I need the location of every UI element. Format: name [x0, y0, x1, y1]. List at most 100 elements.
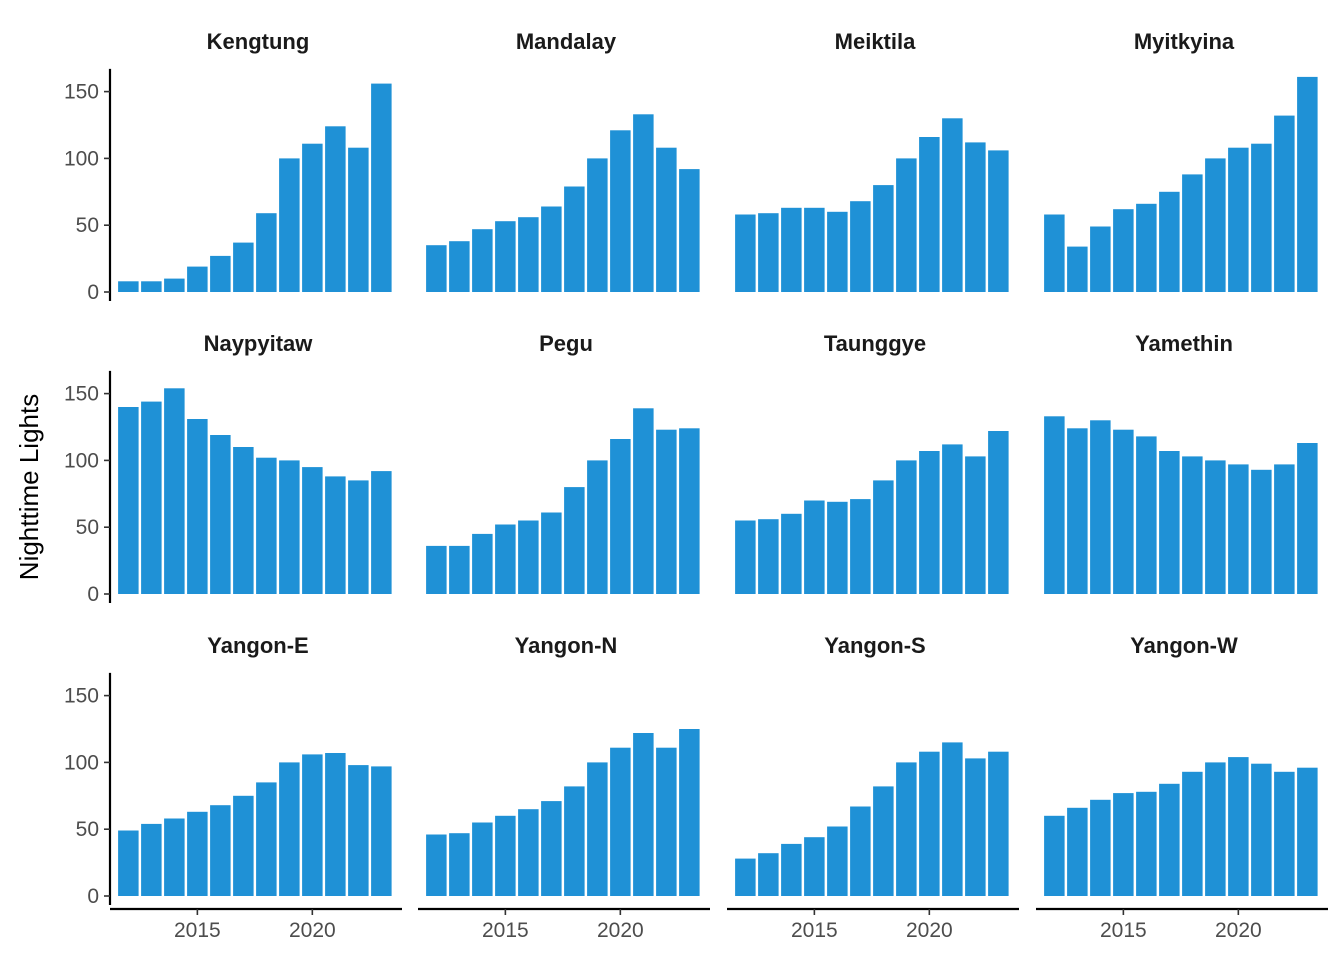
bar-taunggye-2017 [850, 499, 871, 594]
bar-yangon-n-2018 [564, 786, 585, 896]
bar-yangon-s-2023 [988, 751, 1009, 896]
bar-yangon-n-2014 [472, 822, 493, 896]
y-tick-label-50: 50 [76, 516, 99, 539]
bar-kengtung-2021 [325, 126, 346, 292]
bar-yangon-e-2013 [141, 823, 162, 896]
bar-yangon-w-2016 [1136, 791, 1157, 896]
bar-yangon-w-2014 [1090, 799, 1111, 896]
bar-naypyitaw-2012 [118, 407, 139, 594]
bar-mandalay-2019 [587, 158, 608, 292]
x-tick-label-2020: 2020 [1215, 919, 1262, 942]
y-tick-label-100: 100 [64, 449, 99, 472]
bar-meiktila-2014 [781, 207, 802, 292]
x-tick-label-2020: 2020 [597, 919, 644, 942]
bar-kengtung-2012 [118, 281, 139, 292]
bar-yamethin-2021 [1251, 469, 1272, 594]
bar-pegu-2012 [426, 545, 447, 594]
bar-yamethin-2017 [1159, 451, 1180, 594]
bar-mandalay-2012 [426, 245, 447, 292]
panel-title-mandalay: Mandalay [516, 29, 617, 54]
bar-taunggye-2023 [988, 431, 1009, 594]
bar-myitkyina-2021 [1251, 143, 1272, 292]
bar-yangon-n-2015 [495, 815, 516, 896]
bar-yangon-e-2021 [325, 753, 346, 896]
bar-naypyitaw-2020 [302, 467, 323, 594]
bar-meiktila-2018 [873, 185, 894, 292]
x-tick-label-2020: 2020 [289, 919, 336, 942]
bar-kengtung-2018 [256, 213, 277, 292]
x-tick-label-2020: 2020 [906, 919, 953, 942]
bar-mandalay-2021 [633, 114, 654, 292]
bar-yamethin-2012 [1044, 416, 1065, 594]
bar-naypyitaw-2014 [164, 388, 185, 594]
bar-mandalay-2014 [472, 229, 493, 292]
bar-yangon-s-2017 [850, 806, 871, 896]
bar-naypyitaw-2016 [210, 435, 231, 594]
bar-yangon-s-2016 [827, 826, 848, 896]
bar-kengtung-2022 [348, 147, 369, 292]
bar-taunggye-2012 [735, 520, 756, 594]
bar-naypyitaw-2019 [279, 460, 300, 594]
bar-yangon-w-2020 [1228, 757, 1249, 896]
bar-pegu-2020 [610, 439, 631, 594]
bar-naypyitaw-2023 [371, 471, 392, 594]
bar-taunggye-2018 [873, 480, 894, 594]
bar-kengtung-2017 [233, 242, 254, 292]
bar-yangon-w-2015 [1113, 793, 1134, 896]
bar-yangon-n-2012 [426, 834, 447, 896]
panel-title-naypyitaw: Naypyitaw [204, 331, 314, 356]
bar-yamethin-2016 [1136, 436, 1157, 594]
bar-meiktila-2021 [942, 118, 963, 292]
y-tick-label-50: 50 [76, 818, 99, 841]
bar-yangon-e-2019 [279, 762, 300, 896]
bar-naypyitaw-2017 [233, 447, 254, 594]
bar-pegu-2019 [587, 460, 608, 594]
panel-title-yangon-w: Yangon-W [1130, 633, 1238, 658]
x-tick-label-2015: 2015 [1100, 919, 1147, 942]
bar-meiktila-2015 [804, 207, 825, 292]
bar-pegu-2013 [449, 545, 470, 594]
bar-myitkyina-2015 [1113, 209, 1134, 292]
bar-meiktila-2020 [919, 137, 940, 292]
panel-title-yamethin: Yamethin [1135, 331, 1233, 356]
bar-meiktila-2022 [965, 142, 986, 292]
panel-title-kengtung: Kengtung [207, 29, 310, 54]
bar-mandalay-2020 [610, 130, 631, 292]
bar-pegu-2022 [656, 429, 677, 594]
panel-title-yangon-n: Yangon-N [515, 633, 618, 658]
bar-myitkyina-2012 [1044, 214, 1065, 292]
x-tick-label-2015: 2015 [791, 919, 838, 942]
bar-mandalay-2018 [564, 186, 585, 292]
bar-yangon-e-2016 [210, 805, 231, 896]
bar-myitkyina-2020 [1228, 147, 1249, 292]
bar-yangon-w-2021 [1251, 763, 1272, 896]
bar-yangon-n-2021 [633, 733, 654, 896]
bar-mandalay-2015 [495, 221, 516, 292]
bar-yangon-n-2020 [610, 747, 631, 896]
bar-yangon-e-2023 [371, 766, 392, 896]
x-tick-label-2015: 2015 [174, 919, 221, 942]
bar-kengtung-2016 [210, 255, 231, 292]
bar-meiktila-2019 [896, 158, 917, 292]
bar-taunggye-2020 [919, 451, 940, 594]
bar-naypyitaw-2013 [141, 401, 162, 594]
bar-mandalay-2022 [656, 147, 677, 292]
y-tick-label-100: 100 [64, 751, 99, 774]
bar-yangon-s-2021 [942, 742, 963, 896]
bar-kengtung-2019 [279, 158, 300, 292]
bar-yangon-e-2018 [256, 782, 277, 896]
bar-meiktila-2012 [735, 214, 756, 292]
bar-yangon-s-2022 [965, 758, 986, 896]
bar-yangon-s-2019 [896, 762, 917, 896]
bar-taunggye-2013 [758, 519, 779, 594]
y-tick-label-150: 150 [64, 81, 99, 104]
bar-yamethin-2023 [1297, 443, 1318, 594]
bar-meiktila-2017 [850, 201, 871, 292]
panel-title-meiktila: Meiktila [835, 29, 916, 54]
bar-yangon-e-2015 [187, 811, 208, 896]
bar-myitkyina-2013 [1067, 246, 1088, 292]
bar-meiktila-2013 [758, 213, 779, 292]
bar-yangon-w-2012 [1044, 815, 1065, 896]
